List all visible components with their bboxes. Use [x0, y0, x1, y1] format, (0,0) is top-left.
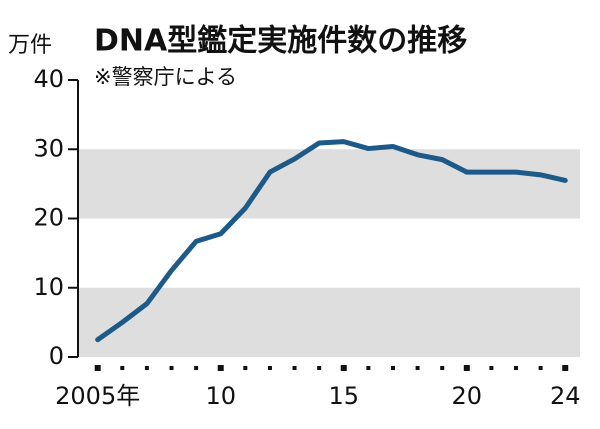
x-dot: [514, 366, 519, 370]
chart-title: DNA型鑑定実施件数の推移: [94, 24, 467, 59]
x-tick: [94, 365, 101, 371]
x-dot: [440, 366, 445, 370]
chart-subtitle: ※警察庁による: [94, 65, 237, 89]
y-tick-label: 10: [33, 273, 64, 301]
shaded-band: [78, 149, 580, 219]
x-tick-label: 15: [328, 382, 359, 410]
x-dot: [366, 366, 371, 370]
x-dot: [390, 366, 395, 370]
x-tick-label: 20: [452, 382, 483, 410]
x-tick: [562, 365, 569, 371]
x-dot: [169, 366, 174, 370]
x-dot: [267, 366, 272, 370]
x-dot: [317, 366, 322, 370]
x-tick-label: 24: [550, 382, 581, 410]
x-dot: [243, 366, 248, 370]
x-tick: [340, 365, 347, 371]
x-dot: [538, 366, 543, 370]
x-tick: [217, 365, 224, 371]
shaded-band: [78, 287, 580, 357]
y-tick-label: 20: [33, 204, 64, 232]
y-tick-label: 30: [33, 134, 64, 162]
x-dot: [144, 366, 149, 370]
x-dot: [489, 366, 494, 370]
x-tick: [463, 365, 470, 371]
x-dot: [120, 366, 125, 370]
x-dot: [194, 366, 199, 370]
x-dot: [292, 366, 297, 370]
x-tick-label: 2005年: [55, 382, 140, 410]
y-tick-label: 40: [33, 65, 64, 93]
data-line: [95, 139, 568, 343]
y-tick-label: 0: [49, 342, 64, 370]
x-tick-label: 10: [205, 382, 236, 410]
y-unit: 万件: [8, 33, 52, 58]
x-dot: [415, 366, 420, 370]
